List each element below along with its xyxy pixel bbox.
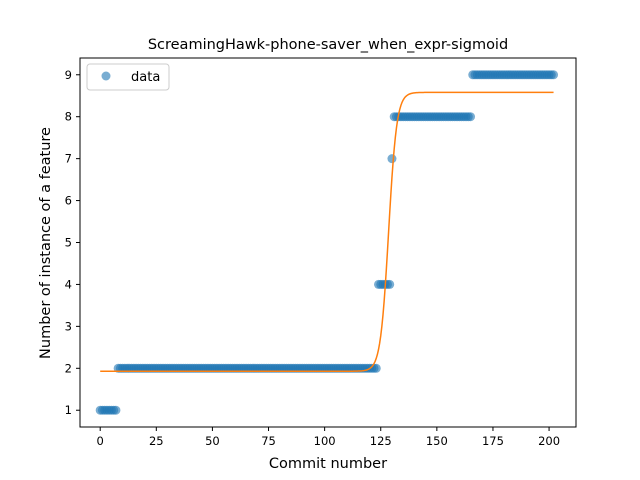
axes-frame (79, 57, 577, 428)
data-point (371, 363, 381, 373)
y-tick-label: 6 (65, 194, 72, 208)
plot-area (95, 70, 559, 415)
data-point (385, 279, 395, 289)
y-tick-label: 9 (65, 68, 72, 82)
y-tick-label: 1 (65, 403, 72, 417)
x-tick-label: 125 (370, 434, 392, 448)
x-tick-label: 50 (205, 434, 220, 448)
x-tick-label: 175 (482, 434, 504, 448)
y-tick-label: 3 (65, 319, 72, 333)
x-tick-label: 150 (426, 434, 448, 448)
x-tick-label: 0 (97, 434, 104, 448)
data-point (111, 405, 121, 415)
legend: data (86, 63, 170, 91)
legend-marker-data (101, 71, 111, 81)
x-tick-label: 100 (314, 434, 336, 448)
x-tick-label: 200 (538, 434, 560, 448)
legend-frame (86, 63, 170, 91)
y-tick-label: 7 (65, 152, 72, 166)
chart-title: ScreamingHawk-phone-saver_when_expr-sigm… (148, 37, 508, 53)
legend-label-data: data (131, 70, 160, 85)
y-tick-label: 4 (65, 277, 72, 291)
y-axis-label: Number of instance of a feature (38, 127, 54, 359)
y-tick-label: 2 (65, 361, 72, 375)
y-tick-label: 5 (65, 236, 72, 250)
sigmoid-fit-line (100, 91, 554, 372)
data-point (466, 112, 476, 122)
data-point (549, 70, 559, 80)
data-point (387, 154, 397, 164)
y-tick-label: 8 (65, 110, 72, 124)
x-axis-label: Commit number (269, 456, 387, 472)
x-tick-label: 75 (261, 434, 276, 448)
x-tick-label: 25 (149, 434, 164, 448)
y-axis: 1 2 3 4 5 6 7 8 9 (65, 68, 80, 417)
x-axis: 0 25 50 75 100 125 150 175 200 (97, 427, 560, 448)
